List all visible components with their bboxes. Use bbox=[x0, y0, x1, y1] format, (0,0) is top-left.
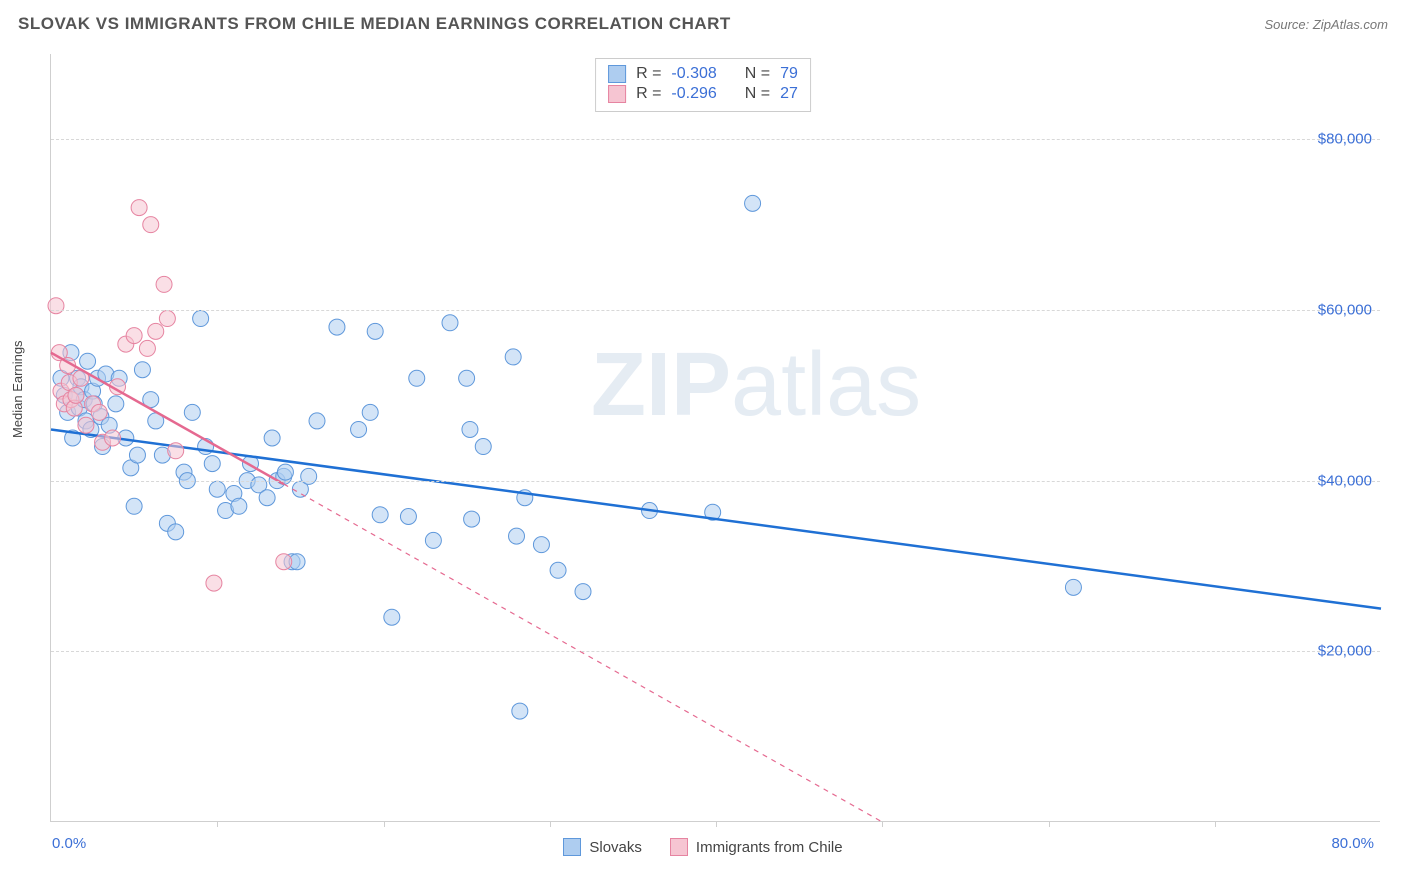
header: SLOVAK VS IMMIGRANTS FROM CHILE MEDIAN E… bbox=[18, 14, 1388, 34]
series-name: Slovaks bbox=[589, 839, 642, 856]
data-point bbox=[400, 509, 416, 525]
stat-n-label: N = bbox=[745, 65, 770, 83]
data-point bbox=[745, 195, 761, 211]
source-label: Source: bbox=[1264, 17, 1312, 32]
data-point bbox=[126, 498, 142, 514]
data-point bbox=[464, 511, 480, 527]
gridline bbox=[51, 481, 1380, 482]
x-tick bbox=[1215, 821, 1216, 827]
data-point bbox=[442, 315, 458, 331]
data-point bbox=[367, 323, 383, 339]
y-tick-label: $20,000 bbox=[1318, 643, 1372, 660]
data-point bbox=[184, 404, 200, 420]
stat-n-value: 79 bbox=[780, 65, 798, 83]
data-point bbox=[68, 387, 84, 403]
gridline bbox=[51, 651, 1380, 652]
data-point bbox=[209, 481, 225, 497]
chart-title: SLOVAK VS IMMIGRANTS FROM CHILE MEDIAN E… bbox=[18, 14, 731, 34]
x-tick bbox=[550, 821, 551, 827]
y-axis-label: Median Earnings bbox=[10, 340, 25, 438]
data-point bbox=[206, 575, 222, 591]
legend-item: Slovaks bbox=[563, 838, 642, 856]
data-point bbox=[264, 430, 280, 446]
series-swatch bbox=[670, 838, 688, 856]
data-point bbox=[129, 447, 145, 463]
data-point bbox=[168, 443, 184, 459]
gridline bbox=[51, 310, 1380, 311]
x-tick bbox=[384, 821, 385, 827]
data-point bbox=[105, 430, 121, 446]
data-point bbox=[91, 404, 107, 420]
series-swatch bbox=[608, 65, 626, 83]
stat-r-value: -0.308 bbox=[671, 65, 716, 83]
data-point bbox=[78, 417, 94, 433]
data-point bbox=[329, 319, 345, 335]
data-point bbox=[259, 490, 275, 506]
data-point bbox=[372, 507, 388, 523]
stat-n-label: N = bbox=[745, 85, 770, 103]
x-tick bbox=[716, 821, 717, 827]
y-tick-label: $80,000 bbox=[1318, 131, 1372, 148]
data-point bbox=[459, 370, 475, 386]
plot-area: ZIPatlas $20,000$40,000$60,000$80,000 bbox=[50, 54, 1380, 822]
series-name: Immigrants from Chile bbox=[696, 839, 843, 856]
data-point bbox=[384, 609, 400, 625]
data-point bbox=[156, 276, 172, 292]
y-tick-label: $60,000 bbox=[1318, 302, 1372, 319]
data-point bbox=[351, 421, 367, 437]
data-point bbox=[533, 537, 549, 553]
source-attribution: Source: ZipAtlas.com bbox=[1264, 17, 1388, 32]
data-point bbox=[204, 456, 220, 472]
trend-line-dashed bbox=[284, 484, 883, 822]
data-point bbox=[80, 353, 96, 369]
data-point bbox=[193, 311, 209, 327]
y-tick-label: $40,000 bbox=[1318, 472, 1372, 489]
data-point bbox=[277, 464, 293, 480]
data-point bbox=[309, 413, 325, 429]
series-swatch bbox=[563, 838, 581, 856]
data-point bbox=[48, 298, 64, 314]
data-point bbox=[409, 370, 425, 386]
footer-legend: Slovaks Immigrants from Chile bbox=[8, 838, 1398, 856]
trend-line bbox=[51, 429, 1381, 608]
data-point bbox=[475, 439, 491, 455]
data-point bbox=[131, 200, 147, 216]
data-point bbox=[575, 584, 591, 600]
data-point bbox=[509, 528, 525, 544]
stats-row: R = -0.296 N = 27 bbox=[608, 85, 798, 103]
data-point bbox=[362, 404, 378, 420]
data-point bbox=[276, 554, 292, 570]
data-point bbox=[134, 362, 150, 378]
legend-item: Immigrants from Chile bbox=[670, 838, 843, 856]
x-tick bbox=[217, 821, 218, 827]
data-point bbox=[159, 311, 175, 327]
stat-r-label: R = bbox=[636, 65, 661, 83]
series-swatch bbox=[608, 85, 626, 103]
gridline bbox=[51, 139, 1380, 140]
data-point bbox=[108, 396, 124, 412]
data-point bbox=[126, 328, 142, 344]
data-point bbox=[143, 217, 159, 233]
data-point bbox=[505, 349, 521, 365]
stats-row: R = -0.308 N = 79 bbox=[608, 65, 798, 83]
data-point bbox=[425, 532, 441, 548]
x-tick bbox=[1049, 821, 1050, 827]
stat-r-value: -0.296 bbox=[671, 85, 716, 103]
data-point bbox=[1065, 579, 1081, 595]
x-tick bbox=[882, 821, 883, 827]
stats-legend-box: R = -0.308 N = 79 R = -0.296 N = 27 bbox=[595, 58, 811, 112]
stat-n-value: 27 bbox=[780, 85, 798, 103]
data-point bbox=[231, 498, 247, 514]
data-point bbox=[139, 340, 155, 356]
data-point bbox=[462, 421, 478, 437]
stat-r-label: R = bbox=[636, 85, 661, 103]
data-point bbox=[512, 703, 528, 719]
source-name: ZipAtlas.com bbox=[1313, 17, 1388, 32]
data-point bbox=[168, 524, 184, 540]
plot-svg bbox=[51, 54, 1380, 821]
data-point bbox=[301, 468, 317, 484]
data-point bbox=[550, 562, 566, 578]
data-point bbox=[148, 323, 164, 339]
chart-container: SLOVAK VS IMMIGRANTS FROM CHILE MEDIAN E… bbox=[8, 8, 1398, 884]
